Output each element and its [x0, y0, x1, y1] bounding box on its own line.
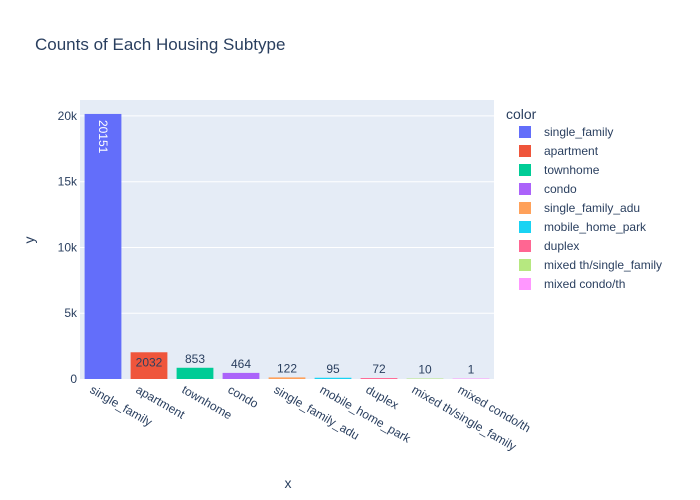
bar-mixed-th-single-family	[406, 378, 444, 379]
bar-mobile-home-park	[314, 377, 352, 379]
bar-value-label: 1	[468, 363, 475, 377]
bar-value-label: 122	[277, 361, 297, 375]
legend-swatch	[519, 278, 531, 290]
legend-item[interactable]: mobile_home_park	[519, 220, 647, 234]
bars	[84, 113, 490, 380]
x-tick-label: condo	[226, 382, 262, 411]
bar-single-family	[84, 113, 122, 380]
legend-label: duplex	[544, 239, 579, 253]
bar-value-label: 10	[418, 363, 432, 377]
legend: color single_family apartment townhome cond…	[506, 106, 662, 291]
legend-label: mixed th/single_family	[544, 258, 662, 272]
y-axis-ticks: 0 5k 10k 15k 20k	[58, 109, 78, 386]
chart-title: Counts of Each Housing Subtype	[35, 35, 285, 54]
bar-value-label: 464	[231, 357, 251, 371]
legend-label: mixed condo/th	[544, 277, 625, 291]
bar-value-label: 72	[372, 362, 386, 376]
y-tick-label: 5k	[64, 306, 78, 320]
legend-item[interactable]: mixed condo/th	[519, 277, 625, 291]
legend-label: townhome	[544, 163, 600, 177]
y-axis-title: y	[21, 237, 37, 244]
x-tick-label: townhome	[180, 382, 235, 422]
bar-value-label: 2032	[136, 355, 163, 369]
legend-swatch	[519, 145, 531, 157]
legend-swatch	[519, 221, 531, 233]
legend-label: single_family_adu	[544, 201, 640, 215]
bar-value-label: 95	[326, 362, 340, 376]
legend-swatch	[519, 164, 531, 176]
plot-area-background	[80, 100, 494, 379]
bar-condo	[222, 372, 260, 379]
y-tick-label: 15k	[58, 175, 78, 189]
legend-item[interactable]: duplex	[519, 239, 579, 253]
legend-item[interactable]: apartment	[519, 144, 599, 158]
legend-item[interactable]: mixed th/single_family	[519, 258, 662, 272]
legend-swatch	[519, 126, 531, 138]
legend-swatch	[519, 240, 531, 252]
legend-item[interactable]: condo	[519, 182, 577, 196]
x-axis-title: x	[285, 475, 292, 491]
legend-label: single_family	[544, 125, 613, 139]
legend-item[interactable]: single_family_adu	[519, 201, 640, 215]
legend-item[interactable]: single_family	[519, 125, 613, 139]
bar-townhome	[176, 367, 214, 379]
legend-title: color	[506, 106, 537, 122]
bar-value-label: 20151	[96, 120, 110, 154]
legend-label: apartment	[544, 144, 599, 158]
y-tick-label: 10k	[58, 240, 78, 254]
bar-value-labels: 20151 2032 853 464 122 95 72 10 1	[96, 120, 475, 377]
gridlines	[80, 115, 494, 314]
bar-apartment	[130, 352, 168, 379]
y-tick-label: 0	[70, 372, 77, 386]
legend-swatch	[519, 202, 531, 214]
legend-swatch	[519, 259, 531, 271]
x-tick-label: single_family_adu	[272, 382, 362, 442]
y-tick-label: 20k	[58, 109, 78, 123]
bar-value-label: 853	[185, 352, 205, 366]
legend-label: mobile_home_park	[544, 220, 647, 234]
bar-single-family-adu	[268, 377, 306, 379]
legend-label: condo	[544, 182, 577, 196]
legend-item[interactable]: townhome	[519, 163, 600, 177]
bar-mixed-condo-th	[452, 378, 490, 379]
bar-duplex	[360, 378, 398, 379]
legend-swatch	[519, 183, 531, 195]
